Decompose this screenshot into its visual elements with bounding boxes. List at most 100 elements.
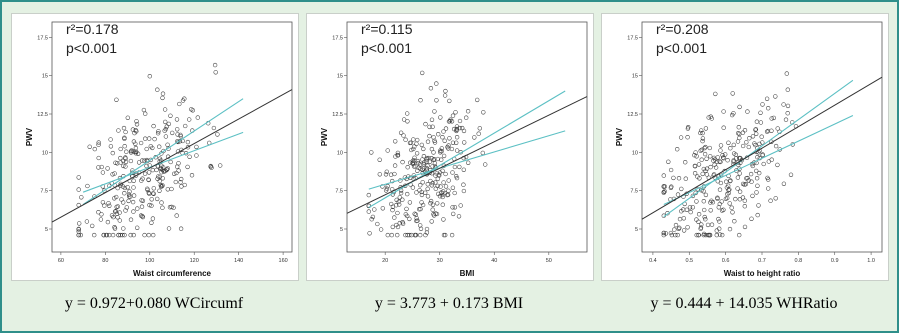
y-tick-label: 15 (42, 74, 48, 80)
scatter-point (461, 167, 466, 172)
scatter-point (385, 148, 390, 153)
scatter-point (707, 145, 712, 151)
scatter-point (110, 150, 115, 156)
scatter-point (160, 91, 166, 96)
scatter-point (128, 150, 134, 155)
confidence-line (82, 98, 244, 205)
scatter-point (413, 164, 418, 169)
x-tick-label: 40 (491, 258, 497, 264)
confidence-line (368, 90, 566, 209)
y-tick-label: 15 (337, 74, 343, 80)
scatter-point (115, 161, 120, 166)
scatter-point (460, 125, 465, 131)
scatter-point (418, 98, 423, 103)
scatter-point (447, 98, 452, 104)
scatter-point (90, 223, 95, 229)
scatter-point (727, 226, 733, 232)
scatter-point (99, 164, 104, 170)
plot-area (51, 21, 293, 253)
scatter-point (723, 152, 728, 157)
scatter-point (717, 201, 722, 207)
scatter-point (168, 159, 173, 165)
scatter-point (442, 138, 447, 143)
scatter-point (714, 232, 719, 238)
scatter-point (440, 194, 445, 200)
scatter-point (753, 127, 759, 132)
scatter-point (707, 232, 712, 238)
scatter-point (700, 171, 705, 177)
scatter-point (133, 128, 138, 133)
scatter-point (163, 119, 168, 125)
scatter-point (661, 232, 666, 238)
scatter-point (142, 171, 148, 176)
scatter-point (159, 170, 164, 175)
scatter-point (146, 177, 151, 182)
scatter-point (124, 149, 129, 154)
scatter-point (709, 198, 714, 203)
scatter-point (464, 115, 469, 120)
scatter-point (687, 205, 693, 210)
scatter-point (737, 171, 742, 176)
scatter-point (117, 218, 122, 223)
scatter-point (415, 168, 420, 173)
scatter-point (156, 129, 161, 134)
scatter-point (735, 186, 740, 191)
scatter-point (733, 196, 738, 202)
scatter-point (668, 230, 674, 236)
scatter-point (472, 135, 477, 140)
scatter-point (684, 207, 689, 212)
y-tick-label: 5 (635, 227, 638, 233)
y-tick-label: 15 (632, 74, 638, 80)
x-tick-label: 30 (437, 258, 443, 264)
scatter-point (395, 210, 400, 216)
scatter-point (150, 191, 156, 196)
scatter-point (735, 139, 741, 144)
scatter-point (694, 232, 699, 238)
scatter-point (752, 141, 757, 146)
scatter-point (176, 168, 181, 173)
scatter-point (662, 184, 668, 189)
scatter-point (185, 139, 191, 145)
scatter-point (672, 227, 677, 232)
scatter-point (719, 208, 725, 213)
scatter-point (412, 211, 417, 216)
scatter-point (717, 232, 723, 237)
scatter-point (161, 165, 166, 170)
scatter-point (785, 87, 790, 92)
scatter-point (401, 117, 407, 122)
scatter-point (189, 173, 195, 178)
scatter-point (441, 153, 447, 159)
scatter-point (92, 232, 97, 238)
x-tick-label: 0.9 (831, 258, 839, 264)
scatter-point (784, 71, 789, 76)
scatter-point (746, 178, 751, 183)
scatter-point (377, 172, 382, 177)
scatter-point (177, 101, 182, 107)
scatter-point (151, 123, 156, 129)
scatter-point (721, 125, 726, 130)
scatter-point (705, 222, 711, 228)
scatter-point (755, 183, 760, 188)
scatter-point (749, 216, 754, 221)
scatter-plot-waist-circumference: 5 7.5 10 12.5 15 17.5 60 80 100 120 140 160 PWV Waist… (25, 21, 293, 278)
scatter-point (769, 128, 774, 133)
scatter-point (666, 159, 671, 164)
scatter-point (717, 219, 722, 224)
scatter-point (421, 162, 426, 167)
scatter-point (661, 230, 667, 236)
scatter-point (131, 178, 136, 183)
x-tick-label: 140 (234, 258, 243, 264)
scatter-point (107, 203, 112, 208)
scatter-point (476, 131, 481, 136)
scatter-point (390, 224, 395, 230)
scatter-point (104, 232, 109, 238)
scatter-point (731, 159, 736, 164)
scatter-point (410, 158, 416, 163)
scatter-point (146, 232, 151, 238)
scatter-point (443, 126, 449, 131)
scatter-point (454, 126, 460, 132)
scatter-point (139, 204, 145, 209)
scatter-panel-waist-circumference: 5 7.5 10 12.5 15 17.5 60 80 100 120 140 160 PWV Waist… (11, 13, 299, 281)
scatter-point (154, 167, 159, 173)
scatter-point (437, 194, 443, 199)
